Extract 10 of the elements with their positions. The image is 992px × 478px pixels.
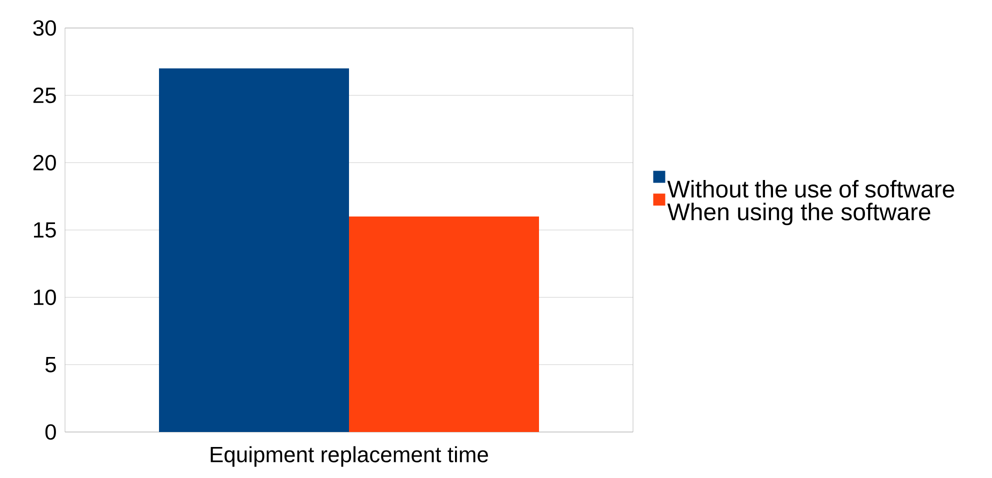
y-tick-label: 0 <box>45 424 56 440</box>
y-tick-label: 15 <box>34 222 56 238</box>
legend-label: When using the software <box>667 202 930 226</box>
y-tick-label: 30 <box>33 20 56 36</box>
x-tick-label: Equipment replacement time <box>210 446 488 467</box>
y-tick-label: 10 <box>34 290 56 306</box>
y-tick-label: 25 <box>33 88 56 104</box>
y-tick-label: 5 <box>45 356 56 372</box>
y-tick-label: 20 <box>33 154 56 170</box>
legend-label: Without the use of software <box>667 180 954 198</box>
